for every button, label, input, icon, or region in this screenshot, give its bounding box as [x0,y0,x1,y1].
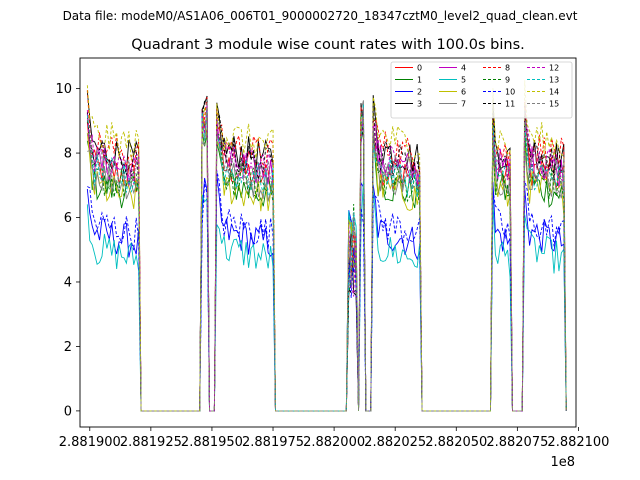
y-tick-label: 8 [64,147,72,162]
legend-label-4: 4 [461,64,466,73]
legend-label-5: 5 [461,76,466,85]
y-tick-label: 4 [64,275,72,290]
y-tick-label: 6 [64,211,72,226]
x-tick-label: 2.882100 [547,435,609,450]
x-tick-label: 2.881950 [181,435,243,450]
legend-label-15: 15 [549,100,559,109]
x-tick-label: 2.882000 [303,435,365,450]
legend-label-2: 2 [417,88,422,97]
legend-label-3: 3 [417,100,422,109]
x-tick-label: 2.881900 [59,435,121,450]
series-line-4 [86,107,567,412]
x-tick-label: 2.882025 [364,435,426,450]
x-offset-label: 1e8 [550,455,575,470]
legend-frame [390,61,573,119]
series-line-8 [86,90,567,412]
series-line-14 [86,80,567,412]
legend-label-11: 11 [505,100,515,109]
suptitle: Data file: modeM0/AS1A06_006T01_90000027… [63,9,578,23]
legend-label-6: 6 [461,88,466,97]
chart-title: Quadrant 3 module wise count rates with … [131,37,525,53]
legend-label-8: 8 [505,64,510,73]
legend-label-9: 9 [505,76,510,85]
legend-label-14: 14 [549,88,559,97]
series-line-2 [86,174,567,412]
series-line-15 [86,99,567,412]
legend-label-0: 0 [417,64,422,73]
legend-label-1: 1 [417,76,422,85]
y-tick-label: 0 [64,404,72,419]
legend-label-13: 13 [549,76,559,85]
y-tick-label: 2 [64,340,72,355]
plot-area: 2.881900 2.881925 2.881950 2.881975 2.882000… [55,57,609,450]
legend-label-10: 10 [505,88,515,97]
y-axis: 0 2 4 6 8 10 [55,82,80,419]
legend-label-7: 7 [461,100,466,109]
x-tick-label: 2.881925 [120,435,182,450]
x-tick-label: 2.882050 [425,435,487,450]
axes-frame [79,57,577,428]
x-tick-label: 2.881975 [242,435,304,450]
series-layer [86,80,567,412]
y-tick-label: 10 [55,82,72,97]
x-axis: 2.881900 2.881925 2.881950 2.881975 2.882000… [59,427,609,450]
legend-label-12: 12 [549,64,559,73]
x-tick-label: 2.882075 [486,435,548,450]
